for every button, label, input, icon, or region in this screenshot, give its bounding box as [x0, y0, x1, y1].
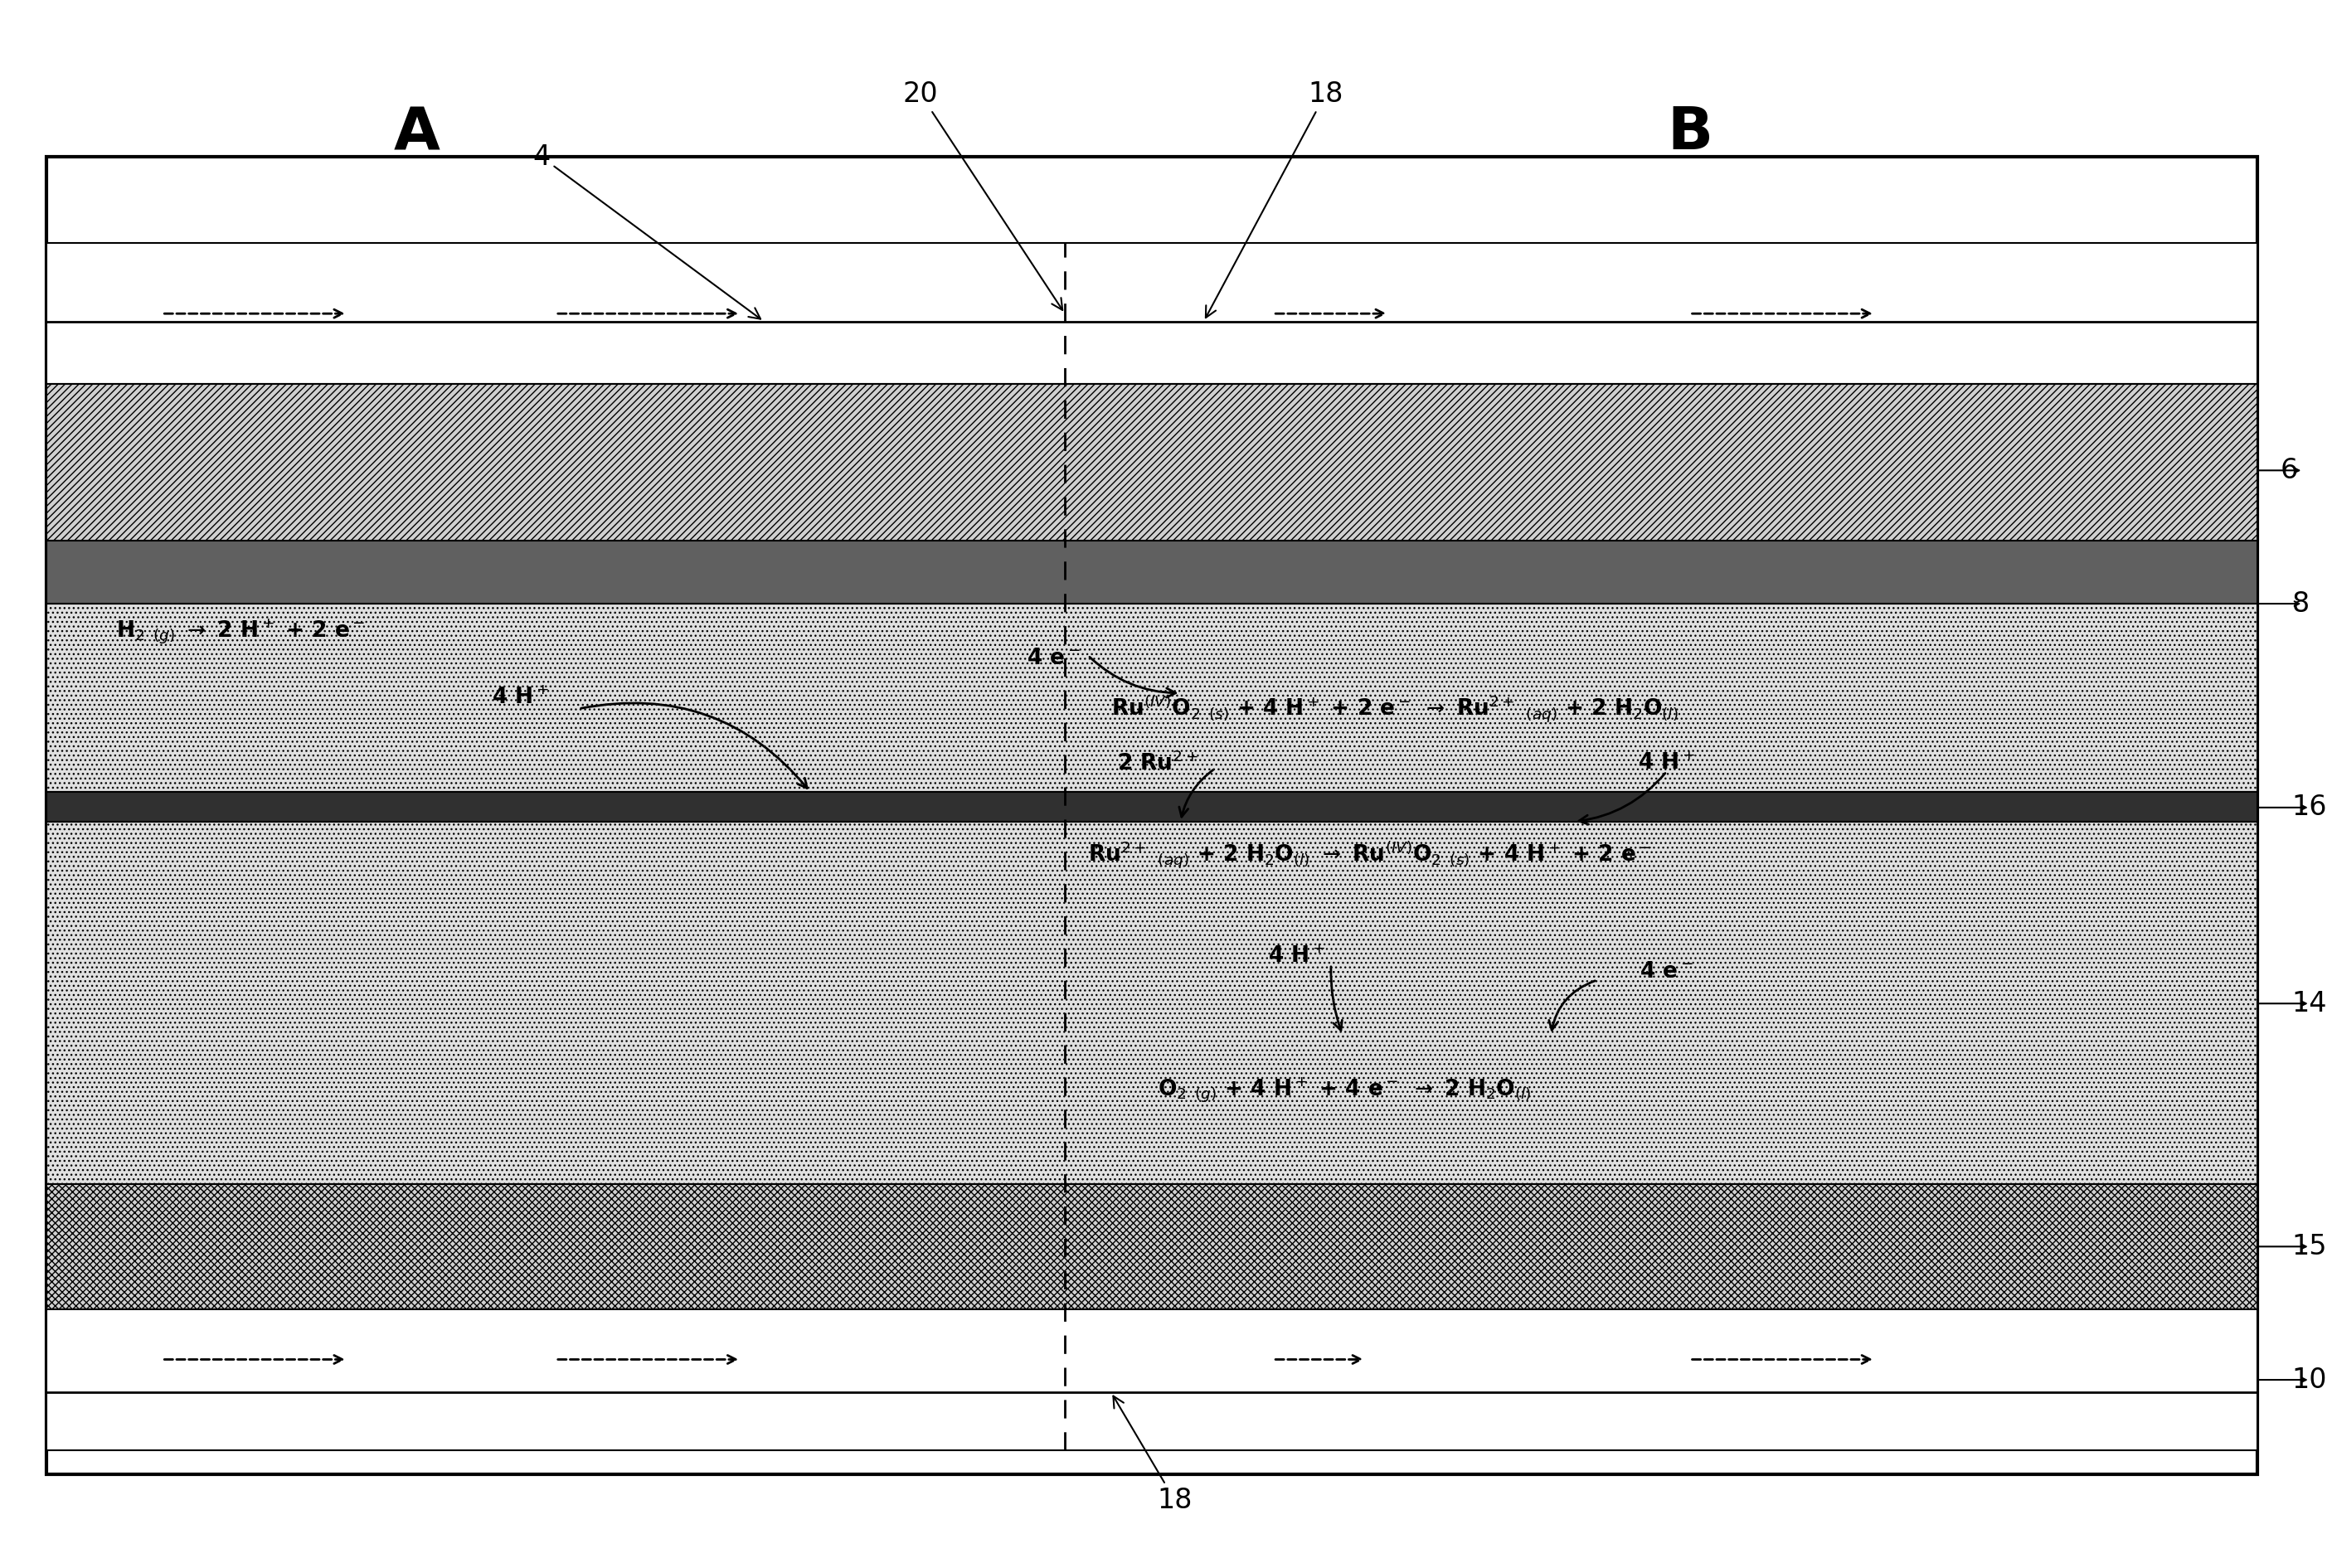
Text: 14: 14	[2292, 989, 2327, 1018]
Bar	[47, 822, 2257, 1184]
Text: 10: 10	[2292, 1366, 2327, 1394]
Text: 4 H$^+$: 4 H$^+$	[1637, 753, 1695, 775]
Text: B: B	[1667, 105, 1712, 162]
Text: 4 e$^-$: 4 e$^-$	[1639, 961, 1693, 983]
Bar	[47, 541, 2257, 604]
Text: Ru$^{(IV)}$O$_2$ $_{(s)}$ + 4 H$^+$ + 2 e$^-$ $\rightarrow$ Ru$^{2+}$ $_{(aq)}$ : Ru$^{(IV)}$O$_2$ $_{(s)}$ + 4 H$^+$ + 2 …	[1110, 693, 1679, 724]
Bar	[47, 1184, 2257, 1309]
Bar	[47, 384, 2257, 541]
Text: A: A	[394, 105, 441, 162]
Text: 18: 18	[1206, 80, 1343, 318]
Text: H$_2$ $_{(g)}$ $\rightarrow$ 2 H$^+$ + 2 e$^-$: H$_2$ $_{(g)}$ $\rightarrow$ 2 H$^+$ + 2…	[117, 618, 364, 646]
Text: Ru$^{2+}$ $_{(aq)}$ + 2 H$_2$O$_{(l)}$ $\rightarrow$ Ru$^{(IV)}$O$_2$ $_{(s)}$ +: Ru$^{2+}$ $_{(aq)}$ + 2 H$_2$O$_{(l)}$ $…	[1089, 839, 1651, 870]
Text: 4 H$^+$: 4 H$^+$	[492, 687, 550, 709]
Text: 4 H$^+$: 4 H$^+$	[1269, 946, 1325, 967]
Text: 4 e$^-$: 4 e$^-$	[1026, 648, 1080, 670]
Text: 2 Ru$^{2+}$: 2 Ru$^{2+}$	[1117, 751, 1199, 776]
Text: 15: 15	[2292, 1232, 2327, 1261]
Bar	[47, 792, 2257, 822]
Bar	[47, 157, 2257, 1474]
Text: 8: 8	[2292, 590, 2309, 618]
Text: 4: 4	[532, 143, 760, 318]
Text: O$_2$ $_{(g)}$ + 4 H$^+$ + 4 e$^-$ $\rightarrow$ 2 H$_2$O$_{(l)}$: O$_2$ $_{(g)}$ + 4 H$^+$ + 4 e$^-$ $\rig…	[1157, 1076, 1532, 1104]
Text: 16: 16	[2292, 793, 2327, 822]
Text: 6: 6	[2281, 456, 2297, 485]
Text: 20: 20	[902, 80, 1063, 310]
Bar	[47, 1309, 2257, 1450]
Bar	[47, 604, 2257, 792]
Bar	[47, 243, 2257, 384]
Text: 18: 18	[1112, 1396, 1192, 1515]
